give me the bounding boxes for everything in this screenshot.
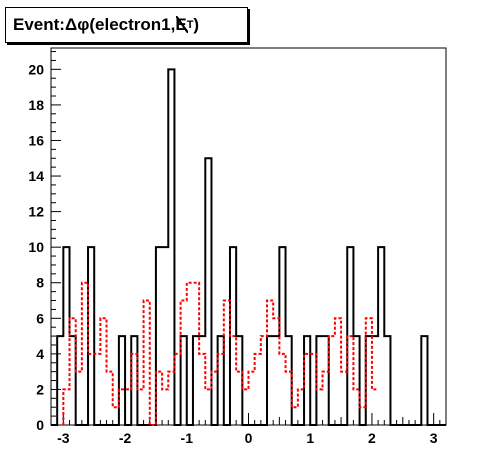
x-tick-label: 1 — [306, 430, 314, 446]
y-tick-label: 14 — [28, 168, 44, 184]
y-tick-label: 8 — [36, 275, 44, 291]
histogram-bin — [279, 354, 285, 425]
histogram-bin — [162, 247, 168, 425]
histogram-outline — [62, 281, 379, 426]
y-tick-label: 10 — [28, 239, 44, 255]
histogram-bin — [249, 372, 255, 425]
title-open: (electron1, — [89, 15, 176, 34]
histogram-bin — [162, 389, 168, 425]
x-tick-label: 3 — [430, 430, 438, 446]
title-met-subscript: T — [186, 19, 194, 31]
y-tick-label: 20 — [28, 61, 44, 77]
y-tick-label: 4 — [36, 346, 44, 362]
histogram-bin — [273, 336, 279, 425]
y-tick-label: 2 — [36, 381, 44, 397]
y-tick-label: 6 — [36, 310, 44, 326]
histogram-bin — [372, 389, 378, 425]
title-close: ) — [193, 15, 200, 34]
plot-frame — [50, 47, 447, 426]
x-tick-label: -2 — [119, 430, 132, 446]
series-1 — [62, 281, 379, 426]
x-tick-label: -1 — [181, 430, 194, 446]
chart-title: Event: Δφ (electron1, E T ) — [5, 7, 248, 43]
x-tick-label: 0 — [245, 430, 253, 446]
y-tick-label: 12 — [28, 204, 44, 220]
y-tick-label: 18 — [28, 97, 44, 113]
histogram-series — [51, 68, 446, 426]
title-met-symbol: E — [175, 15, 189, 34]
x-tick-label: -3 — [57, 430, 70, 446]
y-tick-label: 0 — [36, 417, 44, 433]
histogram-bin — [372, 336, 378, 425]
histogram-bin — [199, 354, 205, 425]
title-prefix: Event: — [13, 15, 65, 34]
x-tick-label: 2 — [368, 430, 376, 446]
title-delta-phi: Δφ — [64, 15, 90, 34]
y-tick-label: 16 — [28, 132, 44, 148]
